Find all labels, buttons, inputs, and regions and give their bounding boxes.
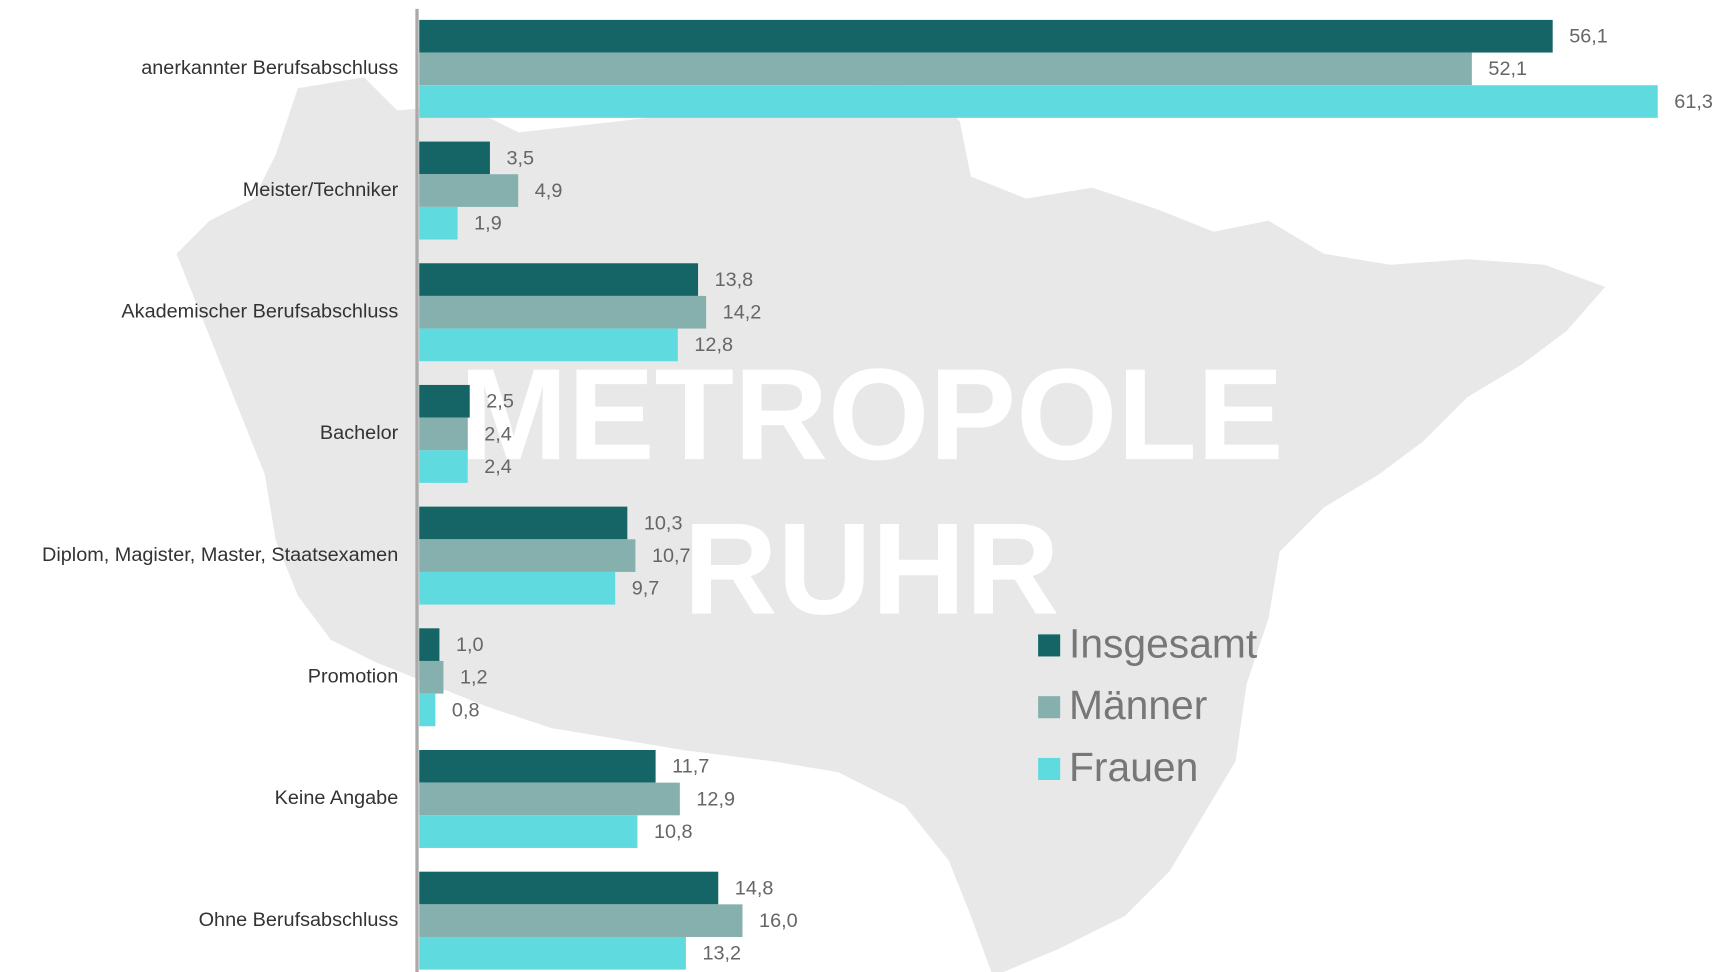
- y-tick-label: Keine Angabe: [275, 787, 399, 809]
- y-tick-label: anerkannter Berufsabschluss: [141, 57, 398, 79]
- data-label: 13,2: [702, 943, 741, 965]
- data-label: 1,2: [460, 667, 488, 689]
- data-label: 61,3: [1674, 91, 1713, 113]
- data-label: 0,8: [452, 699, 480, 721]
- data-label: 9,7: [632, 578, 660, 600]
- data-label: 3,5: [506, 147, 534, 169]
- bar: [419, 660, 444, 694]
- data-label: 14,2: [723, 302, 762, 324]
- bar: [419, 450, 468, 483]
- y-tick-label: Bachelor: [320, 422, 399, 444]
- data-label: 52,1: [1488, 58, 1527, 80]
- bar: [419, 19, 1553, 53]
- bar: [419, 295, 707, 329]
- bar: [419, 571, 616, 605]
- data-label: 1,0: [456, 634, 484, 656]
- data-label: 2,5: [486, 391, 514, 413]
- bar: [419, 85, 1658, 118]
- bar: [419, 263, 699, 296]
- bar: [419, 693, 436, 727]
- data-label: 11,7: [672, 756, 709, 778]
- bar: [419, 52, 1472, 86]
- bar: [419, 384, 470, 418]
- y-tick-label: Ohne Berufsabschluss: [199, 909, 399, 931]
- bar: [419, 749, 656, 783]
- legend-label: Männer: [1069, 682, 1207, 728]
- bar: [419, 782, 680, 816]
- data-label: 10,7: [652, 545, 691, 567]
- y-tick-label: Akademischer Berufsabschluss: [121, 300, 398, 322]
- bar: [419, 628, 440, 661]
- watermark: METROPOLE: [459, 341, 1283, 487]
- data-label: 12,9: [696, 788, 735, 810]
- bar: [419, 417, 468, 451]
- legend-label: Insgesamt: [1069, 620, 1258, 666]
- data-label: 12,8: [694, 334, 733, 356]
- bar: [419, 815, 638, 848]
- bar: [419, 141, 490, 175]
- bar: [419, 871, 719, 905]
- data-label: 4,9: [535, 180, 563, 202]
- data-label: 1,9: [474, 213, 502, 235]
- y-tick-label: Meister/Techniker: [243, 179, 399, 201]
- data-label: 13,8: [715, 269, 754, 291]
- bar: [419, 936, 686, 970]
- y-tick-label: Diplom, Magister, Master, Staatsexamen: [42, 544, 398, 566]
- bar: [419, 174, 519, 207]
- bar: [419, 506, 628, 540]
- data-label: 56,1: [1569, 26, 1608, 48]
- legend-label: Frauen: [1069, 744, 1198, 790]
- data-label: 10,3: [644, 512, 683, 534]
- data-label: 2,4: [484, 456, 512, 478]
- bar: [419, 904, 743, 937]
- legend-swatch: [1038, 696, 1061, 719]
- data-label: 10,8: [654, 821, 693, 843]
- legend-swatch: [1038, 634, 1061, 657]
- watermark: RUHR: [684, 496, 1060, 642]
- bar: [419, 328, 678, 362]
- legend-swatch: [1038, 757, 1061, 781]
- data-label: 16,0: [759, 910, 798, 932]
- bar: [419, 539, 636, 572]
- bar: [419, 206, 458, 240]
- data-label: 2,4: [484, 423, 512, 445]
- y-tick-label: Promotion: [308, 666, 398, 688]
- data-label: 14,8: [735, 877, 774, 899]
